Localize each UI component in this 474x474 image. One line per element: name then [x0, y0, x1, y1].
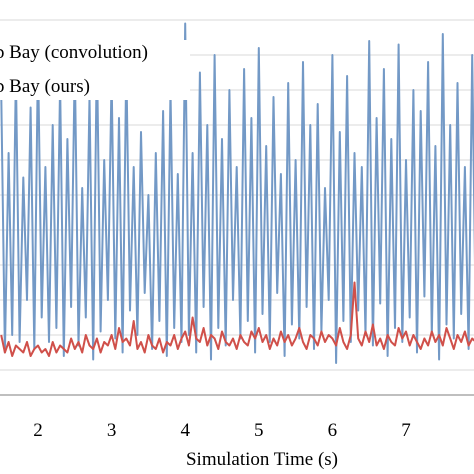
series-line-ours: [0, 281, 474, 357]
x-tick-label: 6: [328, 420, 338, 441]
legend-label-ours: ɔ Bay (ours): [0, 76, 90, 97]
x-tick-label: 5: [254, 420, 264, 441]
series-lines: [0, 22, 474, 364]
legend-label-convolution: ɔ Bay (convolution): [0, 42, 148, 63]
series-line-convolution: [0, 22, 474, 364]
x-axis-label: Simulation Time (s): [186, 449, 338, 470]
x-tick-label: 3: [107, 420, 117, 441]
x-tick-labels: 2 3 4 5 6 7: [33, 420, 411, 441]
x-tick-label: 2: [33, 420, 43, 441]
x-tick-label: 4: [180, 420, 190, 441]
x-tick-label: 7: [401, 420, 411, 441]
legend-background: [0, 40, 190, 100]
legend: ɔ Bay (convolution) ɔ Bay (ours): [0, 40, 190, 100]
